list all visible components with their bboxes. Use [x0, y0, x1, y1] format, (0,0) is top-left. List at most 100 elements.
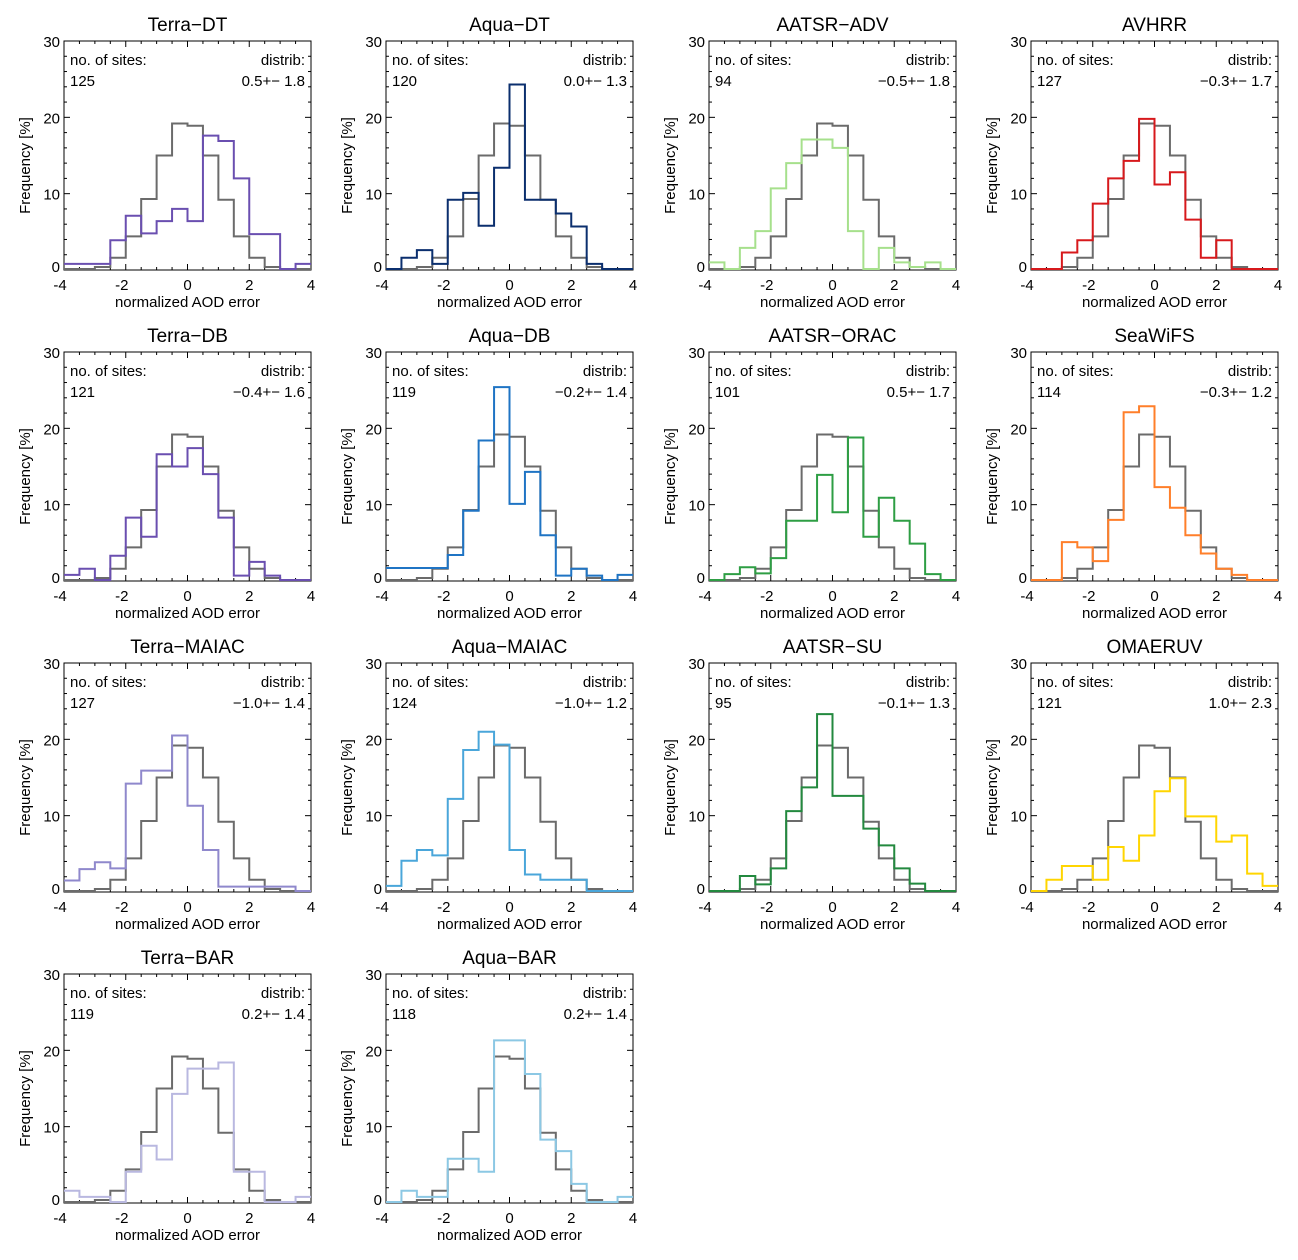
series-6-bin: [740, 567, 755, 581]
series-1-bin: [448, 200, 463, 270]
series-13-bin: [556, 1151, 571, 1203]
x-tick-label: 2: [1212, 588, 1220, 605]
sites-value: 94: [715, 73, 732, 90]
series-11-bin: [1108, 847, 1123, 892]
distrib-value: 0.2+− 1.4: [564, 1006, 627, 1023]
series-11-bin: [1201, 816, 1216, 892]
sites-label: no. of sites:: [70, 363, 147, 380]
x-tick-label: 2: [245, 1210, 253, 1227]
series-11-bin: [1170, 778, 1185, 892]
series-9-bin: [571, 880, 586, 892]
y-axis-label: Frequency [%]: [339, 428, 356, 525]
series-11-bin: [1139, 836, 1154, 892]
series-6-bin: [771, 558, 786, 581]
x-tick-label: 4: [629, 899, 637, 916]
series-11-bin: [1093, 880, 1108, 892]
series-8-bin: [249, 887, 264, 892]
y-axis-label: Frequency [%]: [662, 428, 679, 525]
series-11-bin: [1232, 836, 1247, 892]
y-tick-label: 10: [365, 187, 382, 204]
series-9-bin: [540, 880, 555, 892]
series-13-bin: [571, 1184, 586, 1203]
series-5-bin: [386, 568, 401, 581]
series-0-bin: [234, 178, 249, 270]
x-axis-label: normalized AOD error: [437, 294, 582, 311]
series-6-bin: [894, 521, 909, 581]
x-tick-label: 4: [307, 588, 315, 605]
panel-2: AATSR−ADV -4 -2 0 2 4 0 10 20 30 normalized AOD er…: [662, 15, 960, 311]
y-axis-label: Frequency [%]: [17, 739, 34, 836]
series-5-bin: [556, 576, 571, 581]
x-axis-label: normalized AOD error: [437, 916, 582, 933]
series-3-bin: [1077, 240, 1092, 270]
x-tick-label: -2: [760, 588, 773, 605]
series-0-bin: [249, 234, 264, 270]
sites-value: 120: [392, 73, 417, 90]
series-3-bin: [1124, 161, 1139, 270]
series-10-line: [709, 713, 956, 892]
y-tick-label: 10: [1010, 498, 1027, 515]
x-axis-label: normalized AOD error: [437, 605, 582, 622]
series-3-bin: [1201, 258, 1216, 270]
sites-value: 127: [70, 695, 95, 712]
reference-series: [709, 122, 956, 270]
x-tick-label: 2: [567, 277, 575, 294]
sites-label: no. of sites:: [70, 674, 147, 691]
series-10-bin: [771, 868, 786, 892]
y-tick-label: 20: [688, 732, 705, 749]
y-tick-label: 10: [688, 498, 705, 515]
series-2: [709, 138, 956, 270]
series-12-bin: [188, 1069, 203, 1203]
series-5-bin: [479, 441, 494, 581]
series-4-bin: [203, 474, 218, 581]
x-tick-label: 2: [1212, 899, 1220, 916]
series-10-bin: [817, 714, 832, 892]
series-5-bin: [448, 555, 463, 581]
y-axis-label: Frequency [%]: [339, 1050, 356, 1147]
series-6-bin: [848, 437, 863, 581]
series-13-bin: [417, 1197, 432, 1203]
x-tick-label: 0: [505, 588, 513, 605]
series-1-bin: [432, 264, 447, 270]
distrib-value: 1.0+− 2.3: [1209, 695, 1272, 712]
x-tick-label: 4: [952, 588, 960, 605]
distrib-label: distrib:: [583, 674, 627, 691]
series-4-bin: [110, 556, 125, 581]
series-2-bin: [709, 262, 724, 270]
distrib-label: distrib:: [261, 363, 305, 380]
series-4-bin: [265, 576, 280, 581]
x-tick-label: 2: [890, 277, 898, 294]
series-1-bin: [587, 264, 602, 270]
series-13-bin: [448, 1159, 463, 1203]
series-0-bin: [296, 264, 311, 270]
sites-label: no. of sites:: [1037, 363, 1114, 380]
x-tick-label: 0: [1150, 588, 1158, 605]
series-10: [709, 713, 956, 892]
y-tick-label: 30: [365, 656, 382, 673]
series-2-bin: [848, 231, 863, 270]
y-tick-label: 20: [365, 421, 382, 438]
series-5-bin: [432, 568, 447, 581]
sites-label: no. of sites:: [715, 52, 792, 69]
x-tick-label: -4: [375, 899, 388, 916]
x-tick-label: 2: [567, 1210, 575, 1227]
y-tick-label: 0: [697, 259, 705, 276]
series-12: [64, 1061, 311, 1203]
series-8-bin: [141, 771, 156, 892]
x-tick-label: -4: [53, 1210, 66, 1227]
series-9-bin: [479, 732, 494, 892]
series-12-bin: [157, 1159, 172, 1203]
distrib-value: −1.0+− 1.2: [555, 695, 627, 712]
series-4-bin: [218, 518, 233, 581]
series-7-bin: [1155, 487, 1170, 581]
series-7-bin: [1201, 554, 1216, 581]
y-tick-label: 0: [374, 570, 382, 587]
x-tick-label: -2: [1082, 588, 1095, 605]
y-tick-label: 0: [1019, 259, 1027, 276]
series-12-bin: [126, 1172, 141, 1203]
series-1-bin: [401, 258, 416, 270]
x-tick-label: 0: [183, 899, 191, 916]
sites-value: 125: [70, 73, 95, 90]
series-4-bin: [188, 448, 203, 581]
